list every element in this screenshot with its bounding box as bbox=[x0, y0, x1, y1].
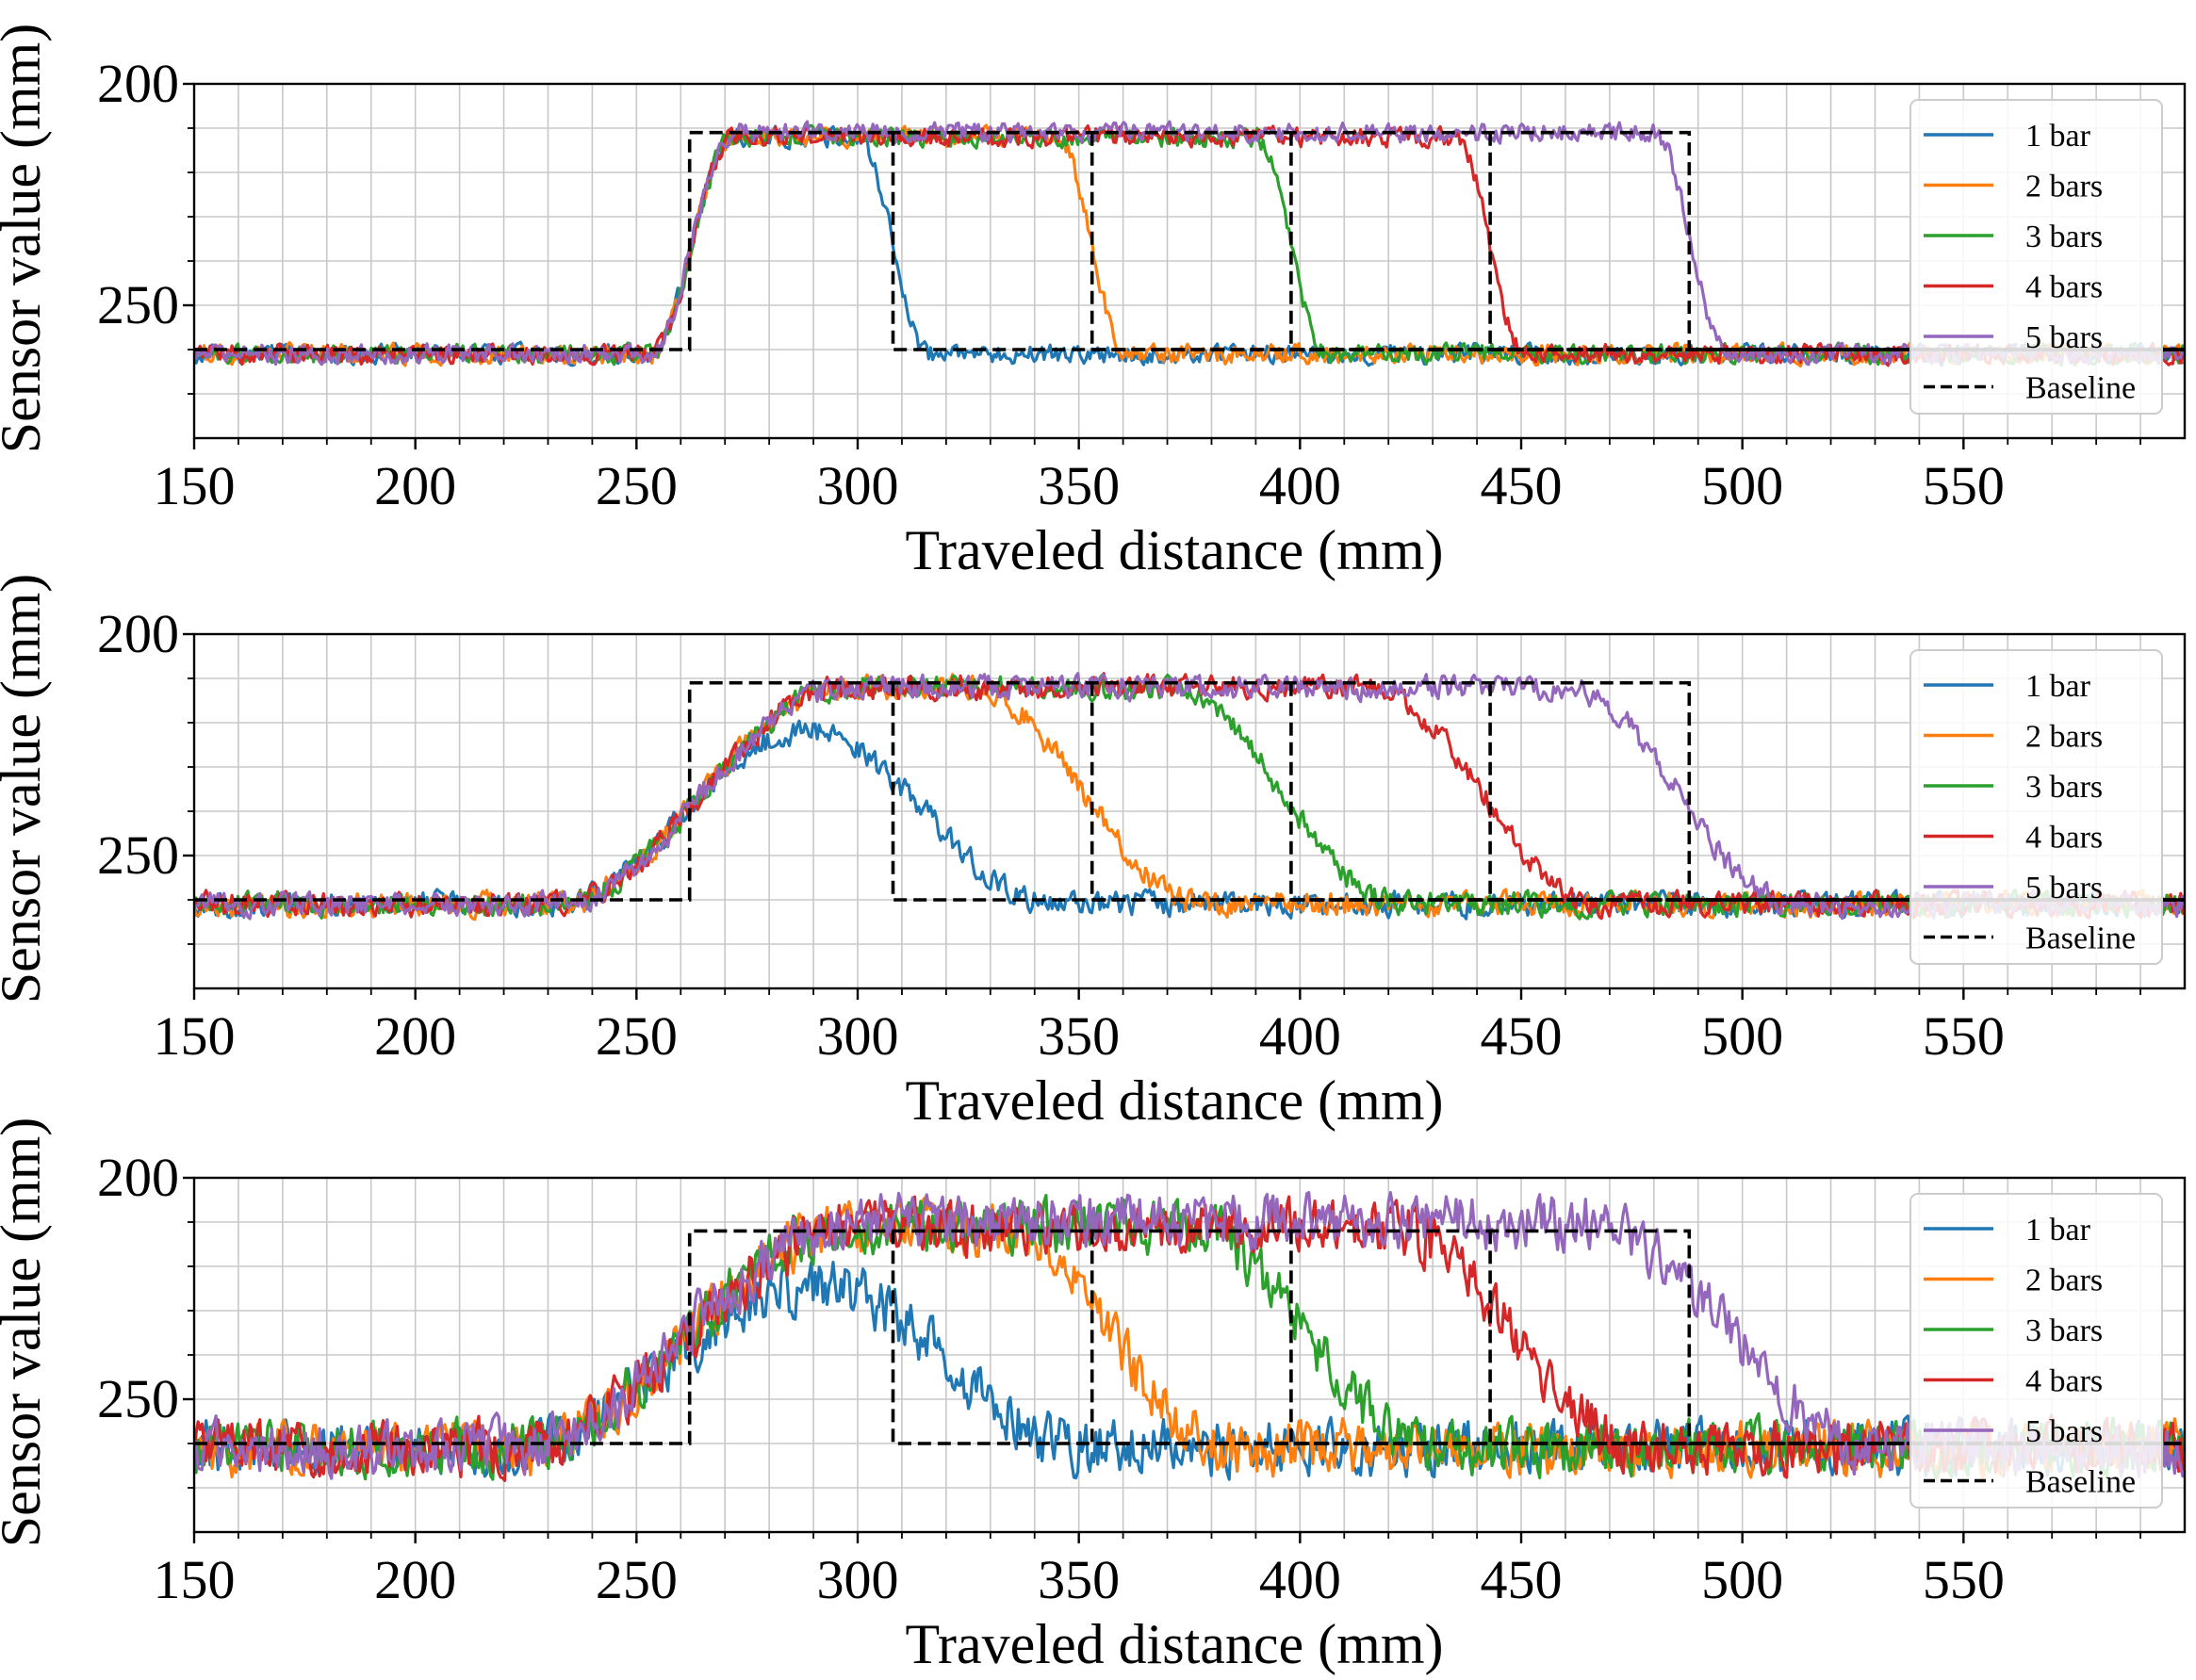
y-tick-label: 200 bbox=[97, 1147, 179, 1208]
y-axis bbox=[183, 1176, 194, 1489]
series-line-1 bbox=[194, 124, 2185, 367]
x-tick-label: 500 bbox=[1701, 1005, 1783, 1067]
legend-label: 2 bars bbox=[2025, 1264, 2103, 1298]
x-tick-label: 550 bbox=[1923, 1005, 2005, 1067]
y-axis bbox=[183, 82, 194, 395]
x-tick-label: 400 bbox=[1259, 1005, 1341, 1067]
x-tick-label: 200 bbox=[374, 1549, 456, 1610]
x-tick-label: 350 bbox=[1038, 455, 1120, 516]
x-tick-label: 450 bbox=[1481, 1549, 1563, 1610]
legend-label: 4 bars bbox=[2025, 1364, 2103, 1399]
legend-label: Baseline bbox=[2025, 371, 2136, 406]
series-line-2 bbox=[194, 673, 2185, 922]
y-tick-label: 250 bbox=[97, 824, 179, 886]
y-tick-label: 200 bbox=[97, 603, 179, 664]
chart-panel-top: 150 200 250 300 350 400 450 500 550 200 250 Travele… bbox=[0, 24, 2187, 581]
y-tick-label: 200 bbox=[97, 53, 179, 114]
baseline-line bbox=[1090, 682, 2185, 902]
y-axis bbox=[183, 632, 194, 945]
x-tick-label: 150 bbox=[154, 1549, 236, 1610]
legend: 1 bar 2 bars 3 bars 4 bars 5 bars Baseline bbox=[1909, 99, 2163, 415]
x-tick-label: 250 bbox=[596, 455, 678, 516]
x-axis bbox=[192, 988, 2141, 1000]
legend-label: 1 bar bbox=[2025, 119, 2091, 154]
x-axis-title: Traveled distance (mm) bbox=[906, 1613, 1444, 1675]
y-axis-title: Sensor value (mm) bbox=[0, 1117, 52, 1548]
baseline-line bbox=[1090, 132, 2185, 351]
series-line-5 bbox=[194, 672, 2185, 921]
x-tick-label: 300 bbox=[817, 1549, 899, 1610]
legend: 1 bar 2 bars 3 bars 4 bars 5 bars Baseline bbox=[1909, 1193, 2163, 1509]
x-tick-label: 150 bbox=[154, 455, 236, 516]
x-tick-label: 300 bbox=[817, 455, 899, 516]
plot-area bbox=[194, 1190, 2185, 1483]
x-tick-label: 250 bbox=[596, 1549, 678, 1610]
legend-label: 3 bars bbox=[2025, 770, 2103, 805]
legend-label: 3 bars bbox=[2025, 1313, 2103, 1348]
baseline-line bbox=[194, 680, 2185, 902]
x-axis bbox=[192, 438, 2141, 449]
chart-panel-bottom: 150 200 250 300 350 400 450 500 550 200 250 Travele… bbox=[0, 1117, 2187, 1675]
legend-label: 4 bars bbox=[2025, 270, 2103, 305]
series-line-2 bbox=[194, 123, 2185, 368]
baseline-line bbox=[1289, 1231, 2185, 1445]
legend: 1 bar 2 bars 3 bars 4 bars 5 bars Baseline bbox=[1909, 649, 2163, 965]
legend-label: 2 bars bbox=[2025, 720, 2103, 755]
legend-label: 5 bars bbox=[2025, 320, 2103, 355]
legend-label: 1 bar bbox=[2025, 669, 2091, 704]
series-line-4 bbox=[194, 124, 2185, 367]
x-tick-label: 500 bbox=[1701, 1549, 1783, 1610]
x-axis-title: Traveled distance (mm) bbox=[906, 519, 1444, 581]
legend-label: 2 bars bbox=[2025, 170, 2103, 204]
series-line-5 bbox=[194, 1190, 2185, 1480]
plot-area bbox=[194, 672, 2185, 922]
series-line-3 bbox=[194, 673, 2185, 921]
x-tick-label: 250 bbox=[596, 1005, 678, 1067]
x-tick-label: 450 bbox=[1481, 1005, 1563, 1067]
x-axis-title: Traveled distance (mm) bbox=[906, 1069, 1444, 1132]
legend-label: 5 bars bbox=[2025, 1414, 2103, 1449]
x-tick-label: 550 bbox=[1923, 455, 2005, 516]
y-tick-label: 250 bbox=[97, 1368, 179, 1429]
legend-label: Baseline bbox=[2025, 922, 2136, 956]
chart-panel-middle: 150 200 250 300 350 400 450 500 550 200 250 Travele… bbox=[0, 574, 2187, 1132]
x-tick-label: 200 bbox=[374, 455, 456, 516]
x-tick-label: 500 bbox=[1701, 455, 1783, 516]
x-tick-label: 150 bbox=[154, 1005, 236, 1067]
legend-label: 3 bars bbox=[2025, 220, 2103, 254]
y-axis-title: Sensor value (mm) bbox=[0, 24, 52, 454]
x-tick-label: 400 bbox=[1259, 1549, 1341, 1610]
series-line-5 bbox=[194, 120, 2185, 367]
x-axis bbox=[192, 1532, 2141, 1543]
x-tick-label: 400 bbox=[1259, 455, 1341, 516]
y-tick-label: 250 bbox=[97, 274, 179, 335]
legend-label: Baseline bbox=[2025, 1465, 2136, 1500]
baseline-line bbox=[194, 130, 2185, 351]
x-tick-label: 450 bbox=[1481, 455, 1563, 516]
x-tick-label: 350 bbox=[1038, 1005, 1120, 1067]
plot-area bbox=[194, 120, 2185, 368]
series-line-3 bbox=[194, 123, 2185, 367]
legend-label: 4 bars bbox=[2025, 821, 2103, 856]
series-line-4 bbox=[194, 672, 2185, 921]
x-tick-label: 550 bbox=[1923, 1549, 2005, 1610]
x-tick-label: 350 bbox=[1038, 1549, 1120, 1610]
legend-label: 1 bar bbox=[2025, 1213, 2091, 1248]
x-tick-label: 300 bbox=[817, 1005, 899, 1067]
x-tick-label: 200 bbox=[374, 1005, 456, 1067]
baseline-line bbox=[194, 1229, 2185, 1445]
legend-label: 5 bars bbox=[2025, 871, 2103, 905]
y-axis-title: Sensor value (mm) bbox=[0, 574, 52, 1004]
